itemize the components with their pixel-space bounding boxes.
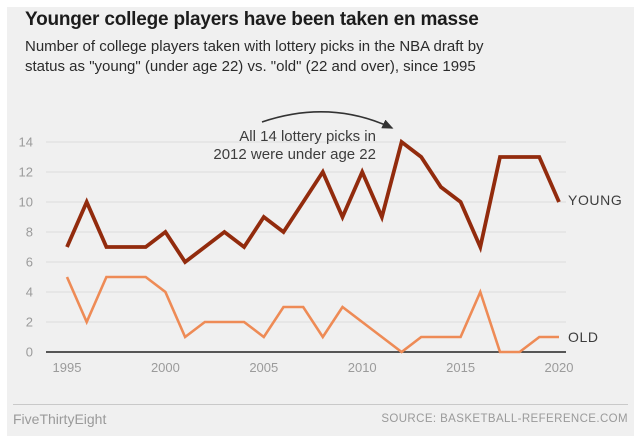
annotation-line2: 2012 were under age 22	[213, 146, 376, 163]
x-tick-label-2020: 2020	[545, 360, 574, 375]
x-tick-label-1995: 1995	[53, 360, 82, 375]
annotation-arrow	[261, 111, 394, 129]
chart-subtitle-line2: status as "young" (under age 22) vs. "ol…	[25, 58, 476, 75]
x-tick-label-2010: 2010	[348, 360, 377, 375]
y-tick-label-14: 14	[19, 135, 33, 150]
footer-brand: FiveThirtyEight	[13, 411, 107, 427]
y-tick-label-2: 2	[26, 315, 33, 330]
y-tick-label-0: 0	[26, 345, 33, 360]
footer-divider	[13, 404, 628, 405]
annotation-line1: All 14 lottery picks in	[239, 128, 376, 145]
y-tick-label-8: 8	[26, 225, 33, 240]
chart-card-background	[7, 7, 634, 436]
young-line	[65, 138, 561, 265]
footer-source: SOURCE: BASKETBALL-REFERENCE.COM	[381, 413, 628, 425]
young-series-label: YOUNG	[568, 192, 623, 208]
x-tick-label-2005: 2005	[249, 360, 278, 375]
y-tick-label-10: 10	[19, 195, 33, 210]
old-line	[65, 275, 559, 354]
x-tick-label-2015: 2015	[446, 360, 475, 375]
old-series-label: OLD	[568, 329, 599, 345]
chart-subtitle-line1: Number of college players taken with lot…	[25, 38, 484, 55]
y-tick-label-6: 6	[26, 255, 33, 270]
x-tick-label-2000: 2000	[151, 360, 180, 375]
annotation-text: All 14 lottery picks in 2012 were under …	[176, 128, 376, 164]
chart-title: Younger college players have been taken …	[25, 9, 479, 30]
y-tick-label-4: 4	[26, 285, 33, 300]
chart-subtitle: Number of college players taken with lot…	[25, 37, 615, 77]
y-tick-label-12: 12	[19, 165, 33, 180]
